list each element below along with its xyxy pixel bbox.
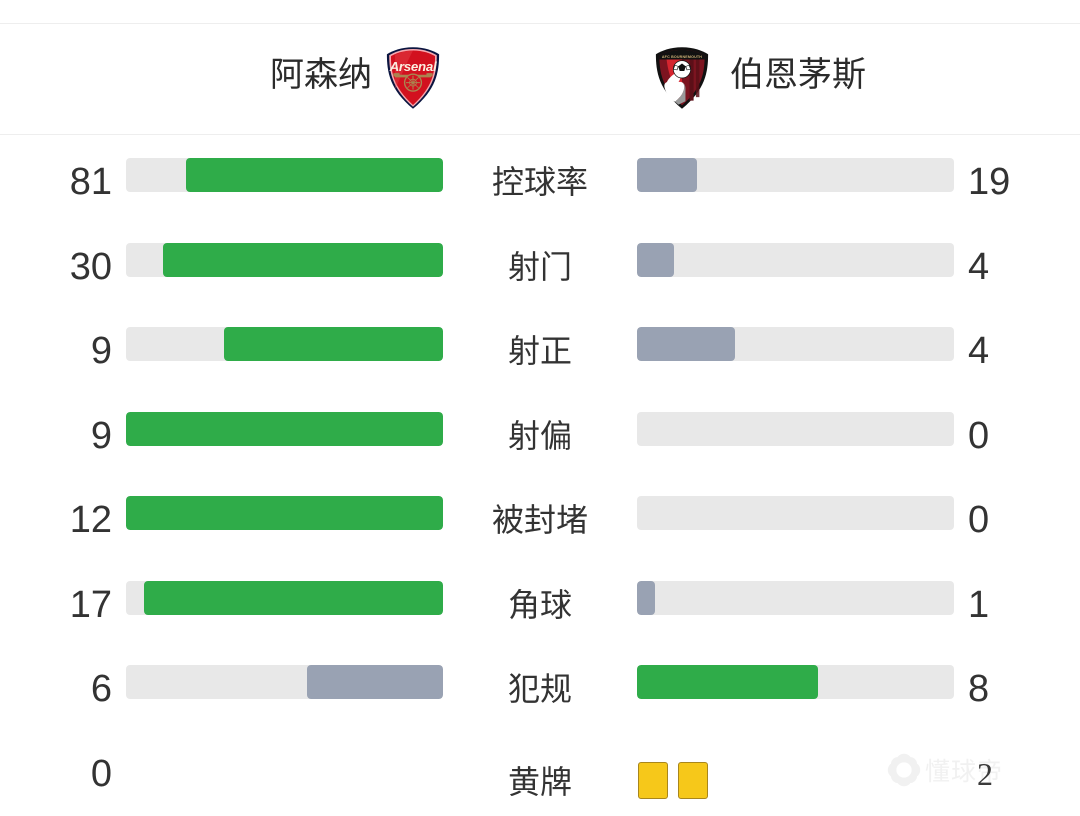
svg-text:AFC BOURNEMOUTH: AFC BOURNEMOUTH — [662, 55, 702, 59]
svg-text:Arsenal: Arsenal — [389, 59, 437, 74]
